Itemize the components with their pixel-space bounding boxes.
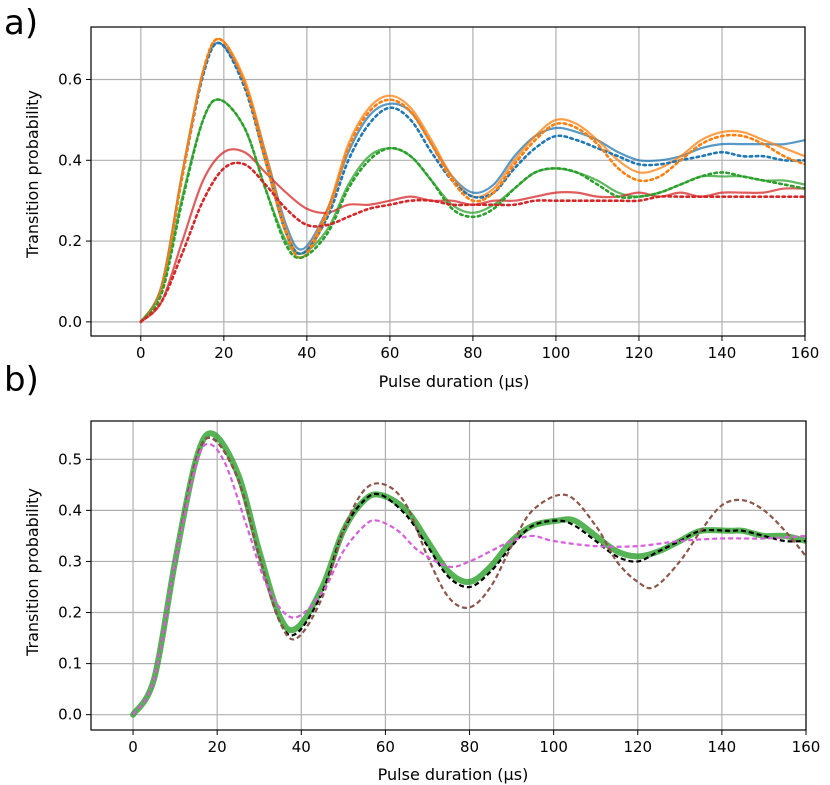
y-tick-label: 0.3 — [58, 552, 82, 570]
x-tick-label: 20 — [208, 738, 227, 756]
x-tick-label: 120 — [625, 344, 654, 362]
y-axis-label-b: Transition probability — [23, 488, 42, 657]
y-tick-label: 0.4 — [58, 151, 82, 169]
x-tick-label: 100 — [542, 344, 571, 362]
x-ticks-b: 0 20 40 60 80 100 120 140 160 — [128, 730, 820, 756]
series-group-b — [130, 430, 806, 718]
chart-panel-b: b) 0 20 40 60 80 100 120 140 160 0.0 0.1 0.2 0.3 0.4… — [4, 360, 820, 784]
x-ticks-a: 0 20 40 60 80 100 120 140 160 — [136, 336, 819, 362]
x-tick-label: 0 — [136, 344, 146, 362]
x-axis-label-a: Pulse duration (μs) — [379, 372, 530, 391]
x-tick-label: 140 — [708, 344, 737, 362]
y-ticks-a: 0.0 0.2 0.4 0.6 — [58, 71, 91, 331]
x-tick-label: 40 — [292, 738, 311, 756]
plot-frame-a — [90, 26, 806, 337]
panel-label-a: a) — [4, 3, 38, 43]
series-line-a-2 — [139, 38, 805, 323]
x-tick-label: 120 — [623, 738, 652, 756]
x-tick-label: 100 — [539, 738, 568, 756]
grid-b — [91, 421, 807, 730]
plot-frame-b — [90, 420, 807, 731]
y-tick-label: 0.5 — [58, 450, 82, 468]
series-line-b-1 — [132, 436, 806, 716]
y-tick-label: 0.6 — [58, 71, 82, 89]
x-tick-label: 160 — [791, 344, 820, 362]
chart-panel-a: a) 0 20 40 60 80 100 120 140 160 0.0 0.2 0.4 0.6 Pu… — [4, 3, 819, 391]
x-tick-label: 80 — [463, 344, 482, 362]
series-group-a — [139, 37, 805, 324]
x-tick-label: 60 — [380, 344, 399, 362]
x-tick-label: 40 — [297, 344, 316, 362]
y-tick-label: 0.0 — [58, 706, 82, 724]
x-tick-label: 60 — [376, 738, 395, 756]
panel-label-b: b) — [4, 360, 39, 400]
series-line-b-3 — [132, 442, 806, 716]
x-tick-label: 20 — [214, 344, 233, 362]
grid-a — [91, 27, 806, 336]
series-line-a-7 — [139, 161, 805, 324]
y-tick-label: 0.2 — [58, 232, 82, 250]
y-tick-label: 0.4 — [58, 501, 82, 519]
x-tick-label: 0 — [128, 738, 138, 756]
series-line-a-1 — [139, 41, 805, 324]
x-axis-label-b: Pulse duration (μs) — [378, 765, 529, 784]
y-axis-label-a: Transition probability — [23, 90, 42, 259]
y-tick-label: 0.1 — [58, 655, 82, 673]
series-line-a-5 — [139, 98, 805, 324]
y-ticks-b: 0.0 0.1 0.2 0.3 0.4 0.5 — [58, 450, 91, 724]
x-tick-label: 80 — [460, 738, 479, 756]
y-tick-label: 0.0 — [58, 313, 82, 331]
series-line-b-2 — [132, 436, 806, 716]
series-line-a-3 — [139, 37, 805, 324]
y-tick-label: 0.2 — [58, 604, 82, 622]
x-tick-label: 140 — [708, 738, 737, 756]
x-tick-label: 160 — [792, 738, 821, 756]
